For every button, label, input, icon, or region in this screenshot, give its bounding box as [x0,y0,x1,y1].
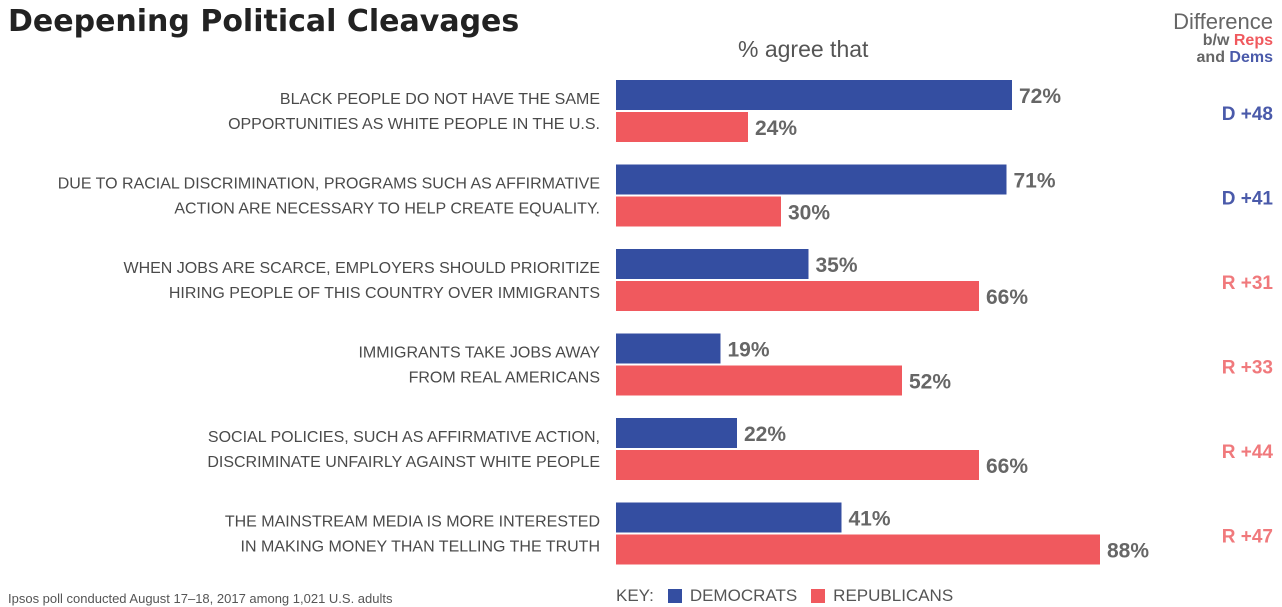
bar-democrats [616,502,842,533]
bar-democrats [616,80,1012,110]
difference-header-reps: Reps [1233,32,1273,50]
difference-label: R +31 [1222,273,1274,294]
bar-democrats [616,418,737,448]
value-label: 66% [986,286,1028,309]
value-label: 72% [1019,85,1061,108]
difference-header-line3: and Dems [1173,48,1273,67]
legend-label-republicans: REPUBLICANS [833,586,954,605]
legend-swatch-republicans [811,589,826,603]
value-label: 52% [909,371,951,394]
value-label: 66% [986,455,1028,478]
bar-republicans [616,534,1100,565]
bar-democrats [616,249,809,279]
difference-label: D +48 [1222,104,1273,125]
category-label: DISCRIMINATE UNFAIRLY AGAINST WHITE PEOP… [207,454,600,471]
value-label: 22% [744,423,786,446]
category-label: OPPORTUNITIES AS WHITE PEOPLE IN THE U.S… [228,116,600,133]
bar-republicans [616,112,748,142]
difference-header-bw: b/w [1202,32,1230,50]
category-label: BLACK PEOPLE DO NOT HAVE THE SAME [280,91,600,108]
bar-republicans [616,196,781,227]
chart-subtitle: % agree that [738,36,869,62]
category-label: FROM REAL AMERICANS [409,370,600,387]
category-label: ACTION ARE NECESSARY TO HELP CREATE EQUA… [174,201,600,218]
bar-democrats [616,333,721,364]
bar-republicans [616,365,902,396]
category-label: DUE TO RACIAL DISCRIMINATION, PROGRAMS S… [58,176,600,193]
source-note: Ipsos poll conducted August 17–18, 2017 … [8,591,393,606]
value-label: 30% [788,202,830,225]
chart-title: Deepening Political Cleavages [8,4,520,39]
category-label: THE MAINSTREAM MEDIA IS MORE INTERESTED [225,514,600,531]
bar-republicans [616,281,979,311]
value-label: 19% [728,339,770,362]
difference-label: D +41 [1222,189,1274,210]
category-label: WHEN JOBS ARE SCARCE, EMPLOYERS SHOULD P… [123,260,600,277]
category-label: SOCIAL POLICIES, SUCH AS AFFIRMATIVE ACT… [208,429,600,446]
legend-label-democrats: DEMOCRATS [689,586,798,605]
difference-label: R +47 [1222,527,1273,548]
category-label: IN MAKING MONEY THAN TELLING THE TRUTH [241,539,600,556]
difference-header-line2: b/w Reps [1173,32,1273,50]
legend: KEY: DEMOCRATS REPUBLICANS [616,586,953,606]
difference-header: Difference b/w Reps and Dems [1173,10,1273,67]
difference-header-dems: Dems [1229,48,1273,66]
legend-swatch-democrats [667,589,682,603]
value-label: 35% [816,254,858,277]
value-label: 41% [849,508,891,531]
difference-label: R +44 [1222,442,1274,463]
value-label: 88% [1107,540,1149,563]
value-label: 71% [1014,170,1056,193]
value-label: 24% [755,117,797,140]
bar-democrats [616,164,1007,195]
difference-header-title: Difference [1173,9,1273,34]
bar-republicans [616,450,979,480]
category-label: HIRING PEOPLE OF THIS COUNTRY OVER IMMIG… [169,285,600,302]
legend-key-label: KEY: [616,586,654,605]
category-label: IMMIGRANTS TAKE JOBS AWAY [358,345,600,362]
difference-header-and: and [1196,48,1225,66]
difference-label: R +33 [1222,358,1273,379]
